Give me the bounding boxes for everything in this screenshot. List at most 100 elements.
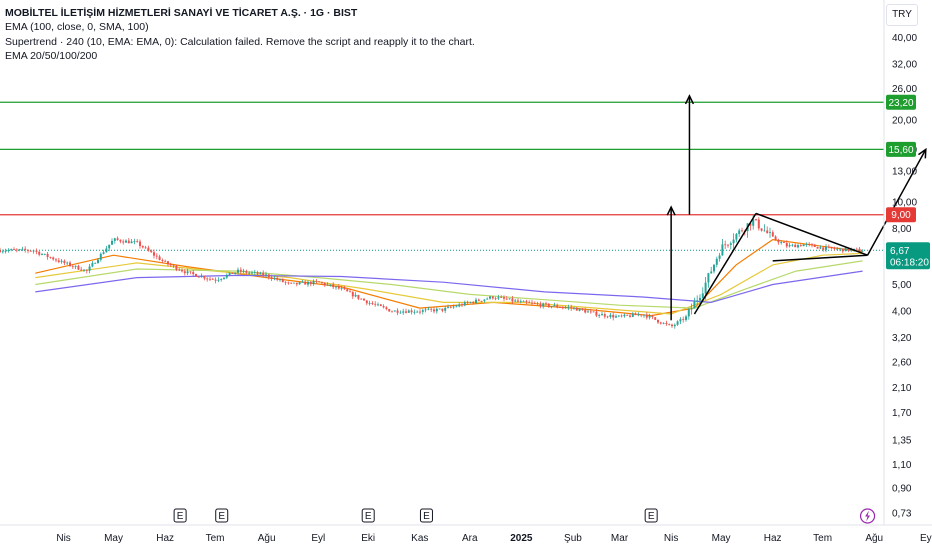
candle bbox=[570, 304, 573, 311]
candle-body bbox=[259, 272, 262, 275]
candlesticks bbox=[0, 214, 864, 329]
candle bbox=[253, 269, 256, 276]
trend-arrow[interactable] bbox=[684, 94, 695, 215]
candle-body bbox=[511, 298, 514, 302]
candle bbox=[648, 313, 651, 320]
indicator-ema100[interactable]: EMA (100, close, 0, SMA, 100) bbox=[5, 21, 149, 34]
candle bbox=[312, 279, 315, 286]
candle bbox=[757, 217, 760, 231]
candle bbox=[402, 308, 405, 315]
x-tick-label: Şub bbox=[564, 533, 582, 544]
candle bbox=[245, 269, 248, 275]
candle bbox=[489, 295, 491, 300]
candle bbox=[438, 308, 441, 310]
candle bbox=[477, 298, 480, 302]
candle bbox=[595, 309, 598, 318]
candle-body bbox=[385, 307, 388, 309]
candle-body bbox=[293, 282, 295, 284]
candle bbox=[410, 308, 413, 315]
candle bbox=[463, 300, 466, 307]
candle-body bbox=[167, 261, 169, 265]
candle bbox=[382, 304, 385, 309]
candle-body bbox=[416, 311, 419, 313]
candle-body bbox=[718, 255, 721, 259]
candle bbox=[718, 252, 721, 262]
earnings-marker[interactable]: E bbox=[215, 508, 229, 523]
price-level-tag-box bbox=[886, 141, 916, 157]
indicator-ema-group[interactable]: EMA 20/50/100/200 bbox=[5, 50, 98, 63]
candle bbox=[133, 238, 136, 245]
candle-body bbox=[536, 303, 539, 305]
candle-body bbox=[461, 304, 463, 306]
candle bbox=[550, 306, 553, 309]
y-tick-label: 13,00 bbox=[892, 167, 917, 178]
earnings-marker[interactable]: E bbox=[644, 508, 658, 523]
candle bbox=[349, 288, 351, 293]
earnings-marker[interactable]: E bbox=[419, 508, 433, 523]
candle-body bbox=[699, 297, 701, 301]
trend-line[interactable] bbox=[772, 254, 868, 262]
candle bbox=[472, 301, 475, 305]
candle-body bbox=[799, 245, 802, 247]
candle-body bbox=[447, 306, 449, 308]
lightning-icon[interactable] bbox=[859, 508, 876, 524]
earnings-marker[interactable]: E bbox=[361, 508, 375, 523]
candle-body bbox=[850, 249, 853, 251]
candle-body bbox=[71, 266, 74, 267]
candle bbox=[88, 264, 91, 274]
x-tick-label: Tem bbox=[206, 533, 225, 544]
candle-body bbox=[172, 265, 175, 267]
price-level-tag-box bbox=[886, 207, 916, 223]
arrow-head bbox=[684, 94, 695, 105]
indicator-supertrend[interactable]: Supertrend · 240 (10, EMA: EMA, 0): Calc… bbox=[5, 35, 475, 48]
candle-body bbox=[662, 322, 665, 324]
candle-body bbox=[830, 246, 833, 249]
candle-body bbox=[522, 301, 525, 302]
candle bbox=[66, 261, 69, 266]
candle-body bbox=[855, 248, 858, 250]
candle bbox=[335, 286, 337, 290]
candle bbox=[606, 315, 609, 319]
currency-button[interactable]: TRY bbox=[886, 4, 918, 26]
candle-body bbox=[752, 219, 755, 226]
price-level-tag[interactable]: 23,20 bbox=[886, 94, 916, 110]
candle-body bbox=[561, 307, 564, 309]
candle bbox=[447, 304, 449, 309]
trend-arrow[interactable] bbox=[866, 147, 927, 256]
candle-body bbox=[508, 298, 511, 300]
candle bbox=[248, 271, 251, 275]
candle bbox=[707, 272, 710, 288]
candle bbox=[567, 304, 570, 311]
candle bbox=[421, 308, 424, 315]
candle bbox=[676, 320, 679, 326]
y-tick-label: 20,00 bbox=[892, 115, 917, 126]
trend-arrow[interactable] bbox=[666, 205, 676, 321]
candle bbox=[295, 282, 298, 287]
candle-body bbox=[693, 301, 696, 309]
candle-body bbox=[615, 316, 617, 318]
trend-line[interactable] bbox=[755, 212, 868, 256]
price-level-tag[interactable]: 15,60 bbox=[886, 141, 916, 157]
price-level-tag[interactable]: 9,00 bbox=[886, 207, 916, 223]
candle-body bbox=[769, 232, 771, 233]
candle-body bbox=[217, 279, 220, 281]
candle-body bbox=[755, 219, 757, 220]
candle-body bbox=[643, 314, 645, 316]
y-tick-label: 0,73 bbox=[892, 509, 912, 520]
x-tick-label: Eyl bbox=[311, 533, 325, 544]
candle bbox=[419, 309, 421, 315]
candle bbox=[813, 243, 816, 248]
candle bbox=[844, 247, 847, 252]
x-tick-label: Ara bbox=[462, 533, 478, 544]
trend-line[interactable] bbox=[693, 213, 757, 315]
candle bbox=[91, 261, 94, 268]
candle bbox=[584, 307, 587, 314]
candle-body bbox=[43, 253, 46, 255]
candle bbox=[169, 262, 172, 267]
candle-body bbox=[825, 246, 827, 250]
candle bbox=[556, 303, 559, 309]
earnings-marker[interactable]: E bbox=[173, 508, 187, 523]
candle bbox=[858, 247, 861, 252]
